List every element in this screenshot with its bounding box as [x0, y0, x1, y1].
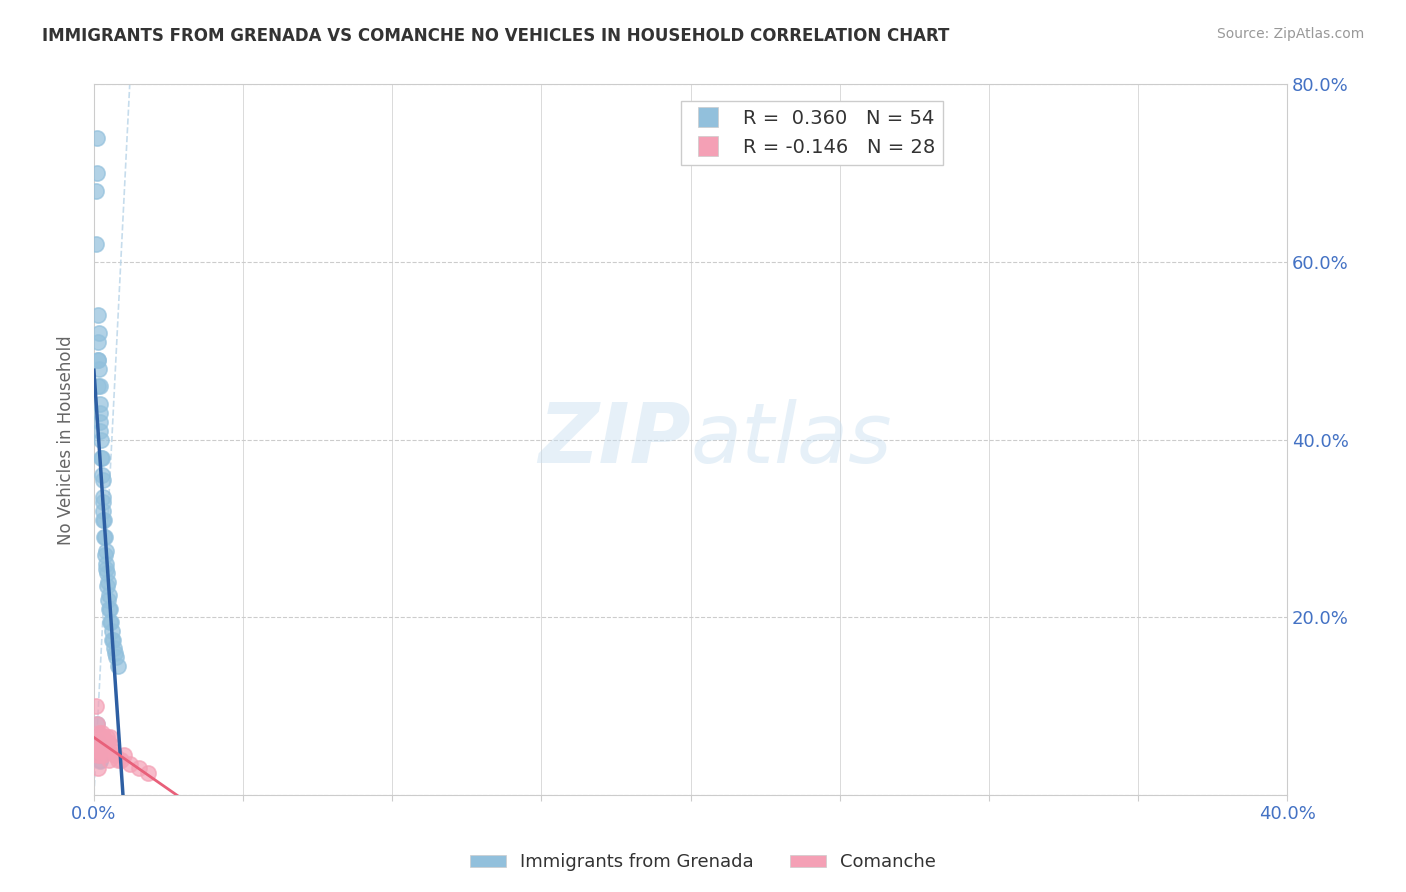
Point — [98, 731, 121, 745]
Point — [96, 579, 118, 593]
Point — [89, 744, 111, 758]
Point — [89, 406, 111, 420]
Point — [87, 761, 110, 775]
Point — [107, 659, 129, 673]
Point — [91, 473, 114, 487]
Point — [86, 717, 108, 731]
Point — [97, 752, 120, 766]
Point — [93, 513, 115, 527]
Point — [97, 735, 120, 749]
Text: IMMIGRANTS FROM GRENADA VS COMANCHE NO VEHICLES IN HOUSEHOLD CORRELATION CHART: IMMIGRANTS FROM GRENADA VS COMANCHE NO V… — [42, 27, 949, 45]
Point — [91, 491, 114, 505]
Point — [87, 379, 110, 393]
Text: Source: ZipAtlas.com: Source: ZipAtlas.com — [1216, 27, 1364, 41]
Point — [96, 731, 118, 745]
Point — [91, 731, 114, 745]
Point — [86, 309, 108, 323]
Point — [97, 588, 120, 602]
Point — [97, 592, 120, 607]
Point — [93, 531, 115, 545]
Point — [107, 752, 129, 766]
Point — [91, 468, 114, 483]
Point — [90, 433, 112, 447]
Point — [89, 397, 111, 411]
Point — [86, 735, 108, 749]
Point — [86, 717, 108, 731]
Point — [100, 615, 122, 629]
Point — [87, 748, 110, 763]
Point — [103, 641, 125, 656]
Point — [91, 504, 114, 518]
Point — [86, 352, 108, 367]
Point — [89, 326, 111, 340]
Point — [91, 748, 114, 763]
Point — [87, 352, 110, 367]
Point — [86, 699, 108, 714]
Point — [86, 130, 108, 145]
Point — [104, 646, 127, 660]
Point — [87, 334, 110, 349]
Legend: Immigrants from Grenada, Comanche: Immigrants from Grenada, Comanche — [463, 847, 943, 879]
Point — [103, 744, 125, 758]
Point — [128, 761, 150, 775]
Point — [94, 543, 117, 558]
Point — [89, 739, 111, 754]
Point — [101, 632, 124, 647]
Point — [96, 566, 118, 580]
Point — [94, 531, 117, 545]
Point — [136, 765, 159, 780]
Point — [89, 379, 111, 393]
Point — [89, 754, 111, 768]
Point — [90, 450, 112, 465]
Point — [91, 726, 114, 740]
Point — [89, 424, 111, 438]
Point — [91, 450, 114, 465]
Point — [97, 574, 120, 589]
Text: atlas: atlas — [690, 400, 893, 480]
Point — [110, 752, 132, 766]
Point — [94, 548, 117, 562]
Point — [89, 415, 111, 429]
Point — [112, 748, 135, 763]
Point — [103, 632, 125, 647]
Point — [96, 557, 118, 571]
Point — [98, 601, 121, 615]
Point — [89, 726, 111, 740]
Point — [89, 752, 111, 766]
Legend: R =  0.360   N = 54, R = -0.146   N = 28: R = 0.360 N = 54, R = -0.146 N = 28 — [681, 102, 943, 164]
Point — [93, 495, 115, 509]
Point — [86, 735, 108, 749]
Point — [93, 735, 115, 749]
Point — [101, 739, 124, 754]
Point — [94, 739, 117, 754]
Point — [89, 748, 111, 763]
Point — [98, 615, 121, 629]
Point — [105, 650, 128, 665]
Text: ZIP: ZIP — [538, 400, 690, 480]
Point — [94, 561, 117, 575]
Point — [104, 748, 127, 763]
Point — [86, 184, 108, 198]
Point — [89, 748, 111, 763]
Point — [86, 237, 108, 252]
Point — [118, 756, 141, 771]
Point — [87, 739, 110, 754]
Point — [89, 361, 111, 376]
Point — [86, 166, 108, 180]
Point — [93, 513, 115, 527]
Point — [101, 624, 124, 638]
Point — [98, 601, 121, 615]
Y-axis label: No Vehicles in Household: No Vehicles in Household — [58, 334, 75, 544]
Point — [90, 739, 112, 754]
